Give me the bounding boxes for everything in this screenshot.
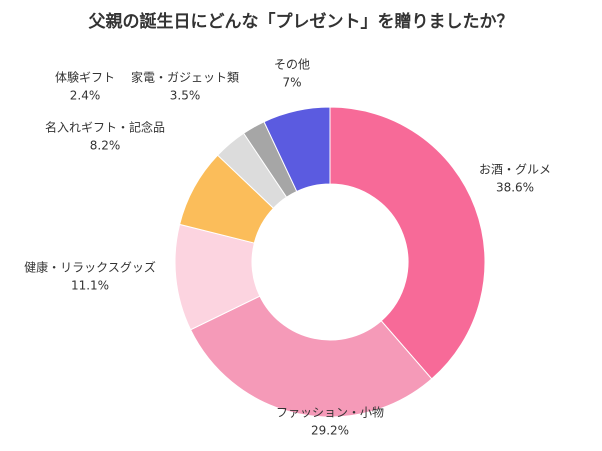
value-label: 29.2% (311, 424, 349, 438)
segment-label: 健康・リラックスグッズ (24, 260, 156, 275)
segment-label: ファッション・小物 (276, 406, 384, 420)
value-label: 11.1% (71, 279, 109, 293)
donut-segment (263, 106, 331, 193)
segment-label: お酒・グルメ (479, 163, 551, 177)
value-label: 3.5% (170, 89, 201, 103)
segment-label: 体験ギフト (55, 70, 115, 85)
donut-segment (189, 295, 433, 418)
donut-segment (329, 106, 486, 380)
value-label: 7% (282, 76, 301, 90)
value-label: 38.6% (496, 181, 534, 195)
value-label: 8.2% (90, 139, 121, 153)
value-label: 2.4% (70, 89, 101, 103)
segment-label: その他 (274, 58, 310, 72)
segment-label: 名入れギフト・記念品 (45, 120, 165, 135)
segment-label: 家電・ガジェット類 (131, 70, 239, 85)
chart-title: 父親の誕生日にどんな「プレゼント」を贈りましたか？ (88, 11, 514, 32)
